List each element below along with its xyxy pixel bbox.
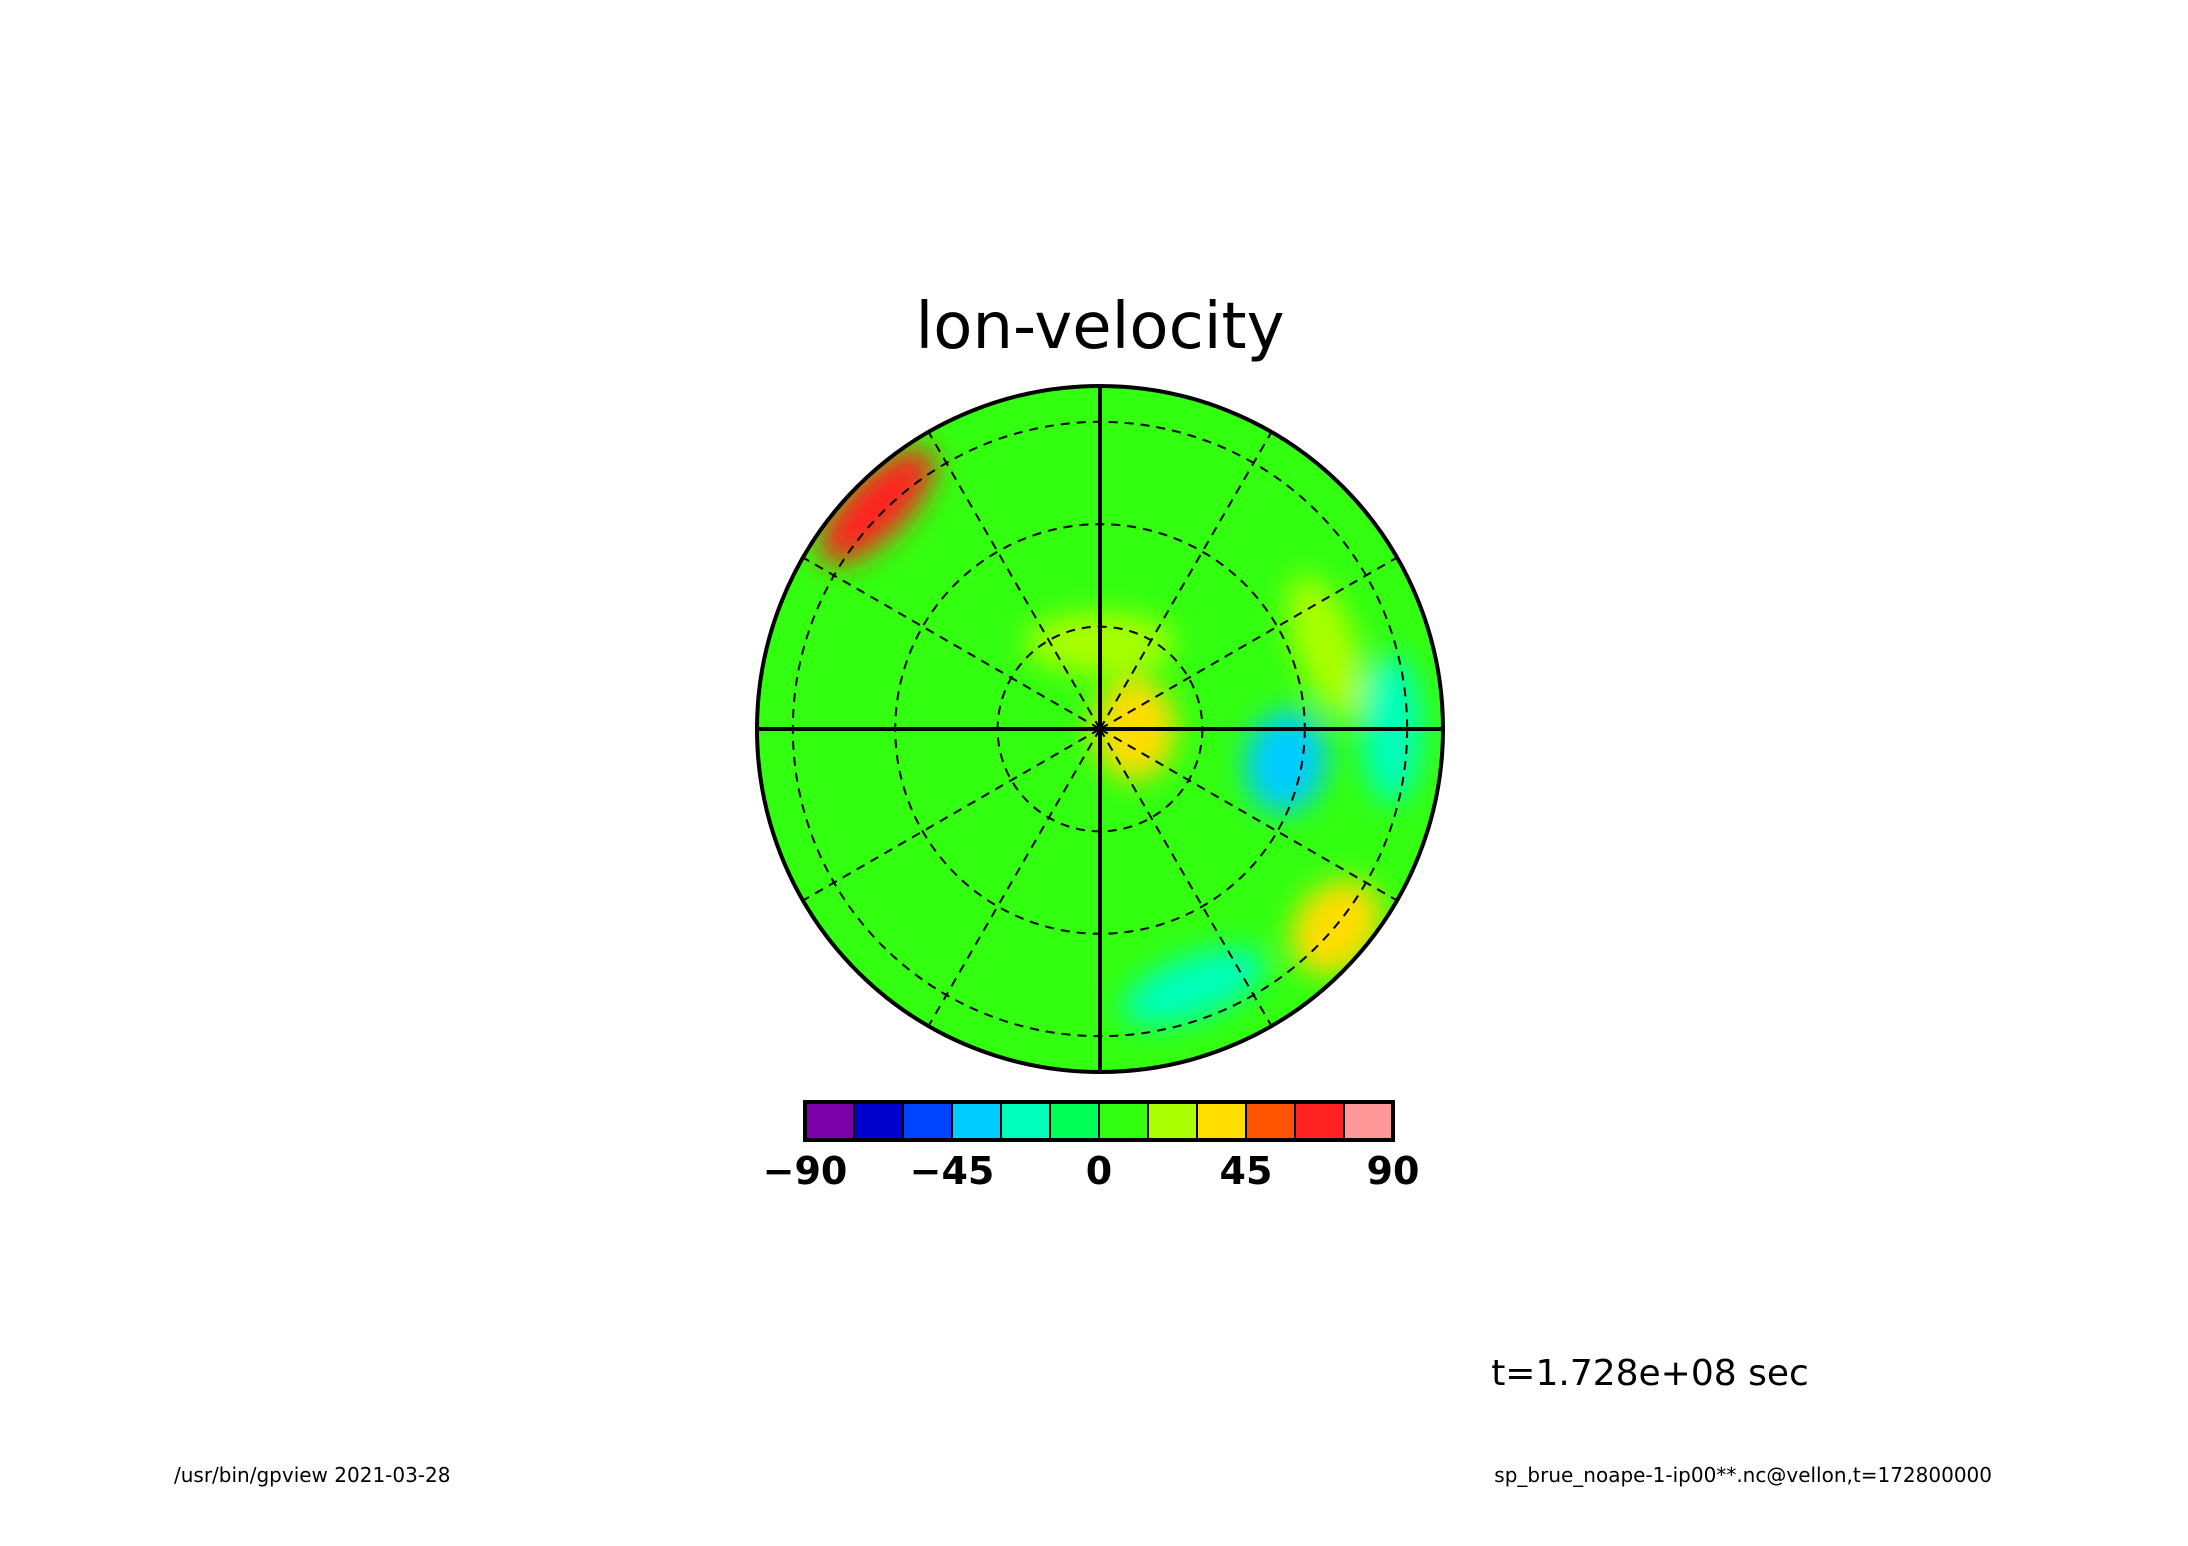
field-patch-east-yellow-ring bbox=[1286, 575, 1365, 719]
plot-boundary bbox=[755, 384, 1445, 1074]
colorbar-cell bbox=[1147, 1101, 1198, 1141]
colorbar-cell bbox=[804, 1101, 855, 1141]
footer-left: /usr/bin/gpview 2021-03-28 bbox=[174, 1463, 451, 1487]
colorbar-cell bbox=[1049, 1101, 1100, 1141]
colorbar-cell bbox=[1245, 1101, 1296, 1141]
colorbar-cell bbox=[1098, 1101, 1149, 1141]
colorbar-cell bbox=[1343, 1101, 1394, 1141]
colorbar-tick-label: 0 bbox=[1086, 1149, 1112, 1193]
polar-plot bbox=[755, 384, 1445, 1074]
chart-title: lon-velocity bbox=[916, 290, 1285, 364]
colorbar-cell bbox=[853, 1101, 904, 1141]
colorbar-cell bbox=[1196, 1101, 1247, 1141]
time-label: t=1.728e+08 sec bbox=[1491, 1353, 1809, 1394]
field-patch-outer-cyan-south bbox=[1122, 948, 1266, 1026]
colorbar-tick-label: −90 bbox=[763, 1149, 848, 1193]
colorbar-tick-label: −45 bbox=[910, 1149, 995, 1193]
grid-layer bbox=[757, 386, 1443, 1072]
colorbar: −90 −45 0 45 90 bbox=[763, 1100, 1420, 1193]
footer-right: sp_brue_noape-1-ip00**.nc@vellon,t=17280… bbox=[1494, 1463, 1992, 1487]
colorbar-cell bbox=[902, 1101, 953, 1141]
field-patch-outer-red-band bbox=[819, 448, 935, 564]
colorbar-cell bbox=[1294, 1101, 1345, 1141]
field-patch-blue-spot-east bbox=[1244, 710, 1328, 813]
colorbar-cell bbox=[1000, 1101, 1051, 1141]
colorbar-tick-label: 45 bbox=[1220, 1149, 1273, 1193]
colorbar-cell bbox=[951, 1101, 1002, 1141]
colorbar-frame bbox=[803, 1100, 1395, 1142]
colorbar-tick-label: 90 bbox=[1367, 1149, 1420, 1193]
